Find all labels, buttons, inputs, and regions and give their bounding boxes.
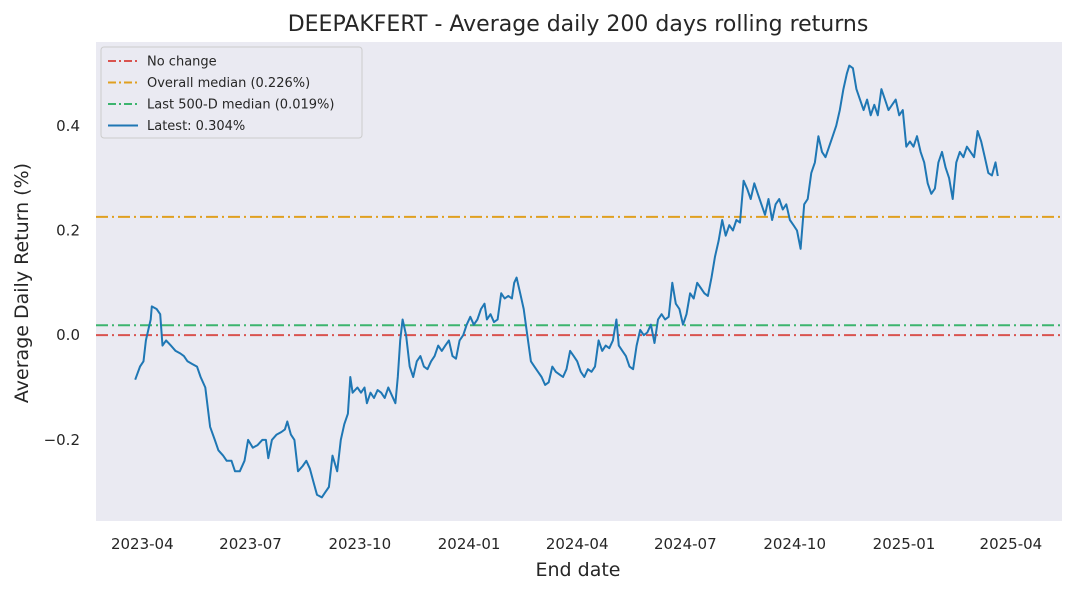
x-tick-label: 2025-04 xyxy=(980,535,1043,553)
legend-label-2: Last 500-D median (0.019%) xyxy=(147,98,334,113)
y-tick-label: 0.2 xyxy=(56,222,80,240)
x-tick-label: 2024-04 xyxy=(546,535,609,553)
x-tick-label: 2023-04 xyxy=(111,535,174,553)
x-tick-label: 2024-01 xyxy=(438,535,501,553)
y-axis-ticks: −0.2 0.0 0.2 0.4 xyxy=(44,117,80,449)
chart-title: DEEPAKFERT - Average daily 200 days roll… xyxy=(288,12,869,37)
legend-box xyxy=(100,46,363,139)
y-tick-label: 0.0 xyxy=(56,326,80,344)
x-tick-label: 2023-07 xyxy=(219,535,282,553)
x-axis-ticks: 2023-04 2023-07 2023-10 2024-01 2024-04 2024-… xyxy=(111,535,1042,553)
y-tick-label: −0.2 xyxy=(44,431,80,449)
reference-lines xyxy=(96,215,1062,337)
legend-label-1: Overall median (0.226%) xyxy=(147,76,310,91)
x-tick-label: 2025-01 xyxy=(873,535,936,553)
series-line-0 xyxy=(134,64,999,499)
legend: No change Overall median (0.226%) Last 500… xyxy=(100,46,363,139)
x-axis-title: End date xyxy=(536,559,621,581)
x-tick-label: 2023-10 xyxy=(328,535,391,553)
x-tick-label: 2024-10 xyxy=(763,535,826,553)
legend-label-0: No change xyxy=(147,55,217,70)
y-axis-title: Average Daily Return (%) xyxy=(11,163,33,403)
series-lines xyxy=(134,64,999,499)
x-tick-label: 2024-07 xyxy=(654,535,717,553)
legend-label-3: Latest: 0.304% xyxy=(147,119,245,134)
y-tick-label: 0.4 xyxy=(56,117,80,135)
